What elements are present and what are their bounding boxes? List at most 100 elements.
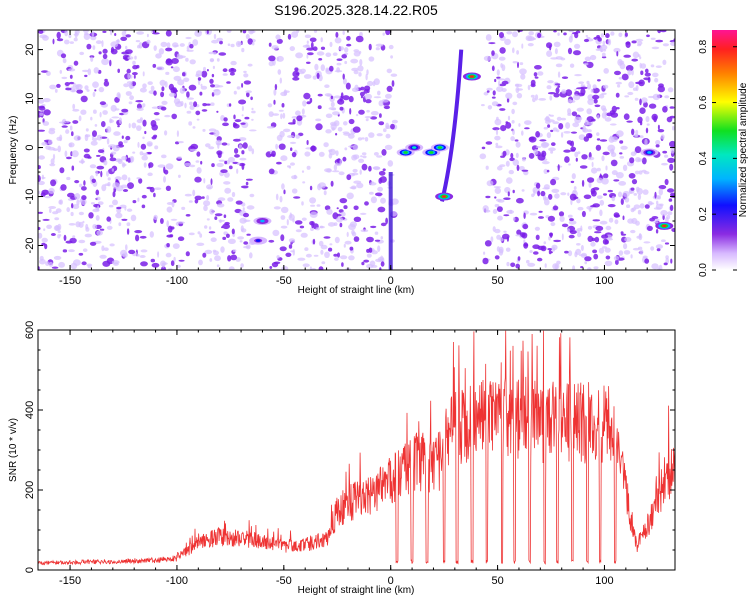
spectrogram-cell <box>53 255 62 260</box>
spectrogram-cell <box>202 128 206 132</box>
spectrogram-cell <box>218 52 227 56</box>
spectrogram-cell <box>121 162 126 168</box>
spectrogram-cell <box>92 91 96 97</box>
spectrogram-cell <box>275 193 279 201</box>
spectrogram-cell <box>189 43 194 49</box>
spectrogram-cell <box>302 100 307 107</box>
spectrogram-cell <box>374 231 379 235</box>
spectrogram-cell <box>379 113 382 118</box>
spectrogram-cell <box>499 108 506 111</box>
spectrogram-cell <box>74 193 81 200</box>
spectrogram-cell <box>635 38 644 42</box>
spectrogram-cell <box>494 228 501 234</box>
spectrogram-cell <box>646 123 650 126</box>
spectrogram-cell <box>336 67 340 73</box>
spectrogram-cell <box>390 123 395 130</box>
spectrogram-cell <box>664 95 670 99</box>
spectrogram-cell <box>348 255 355 261</box>
spectrogram-cell <box>603 173 609 179</box>
spectrogram-cell <box>583 38 590 43</box>
spectrogram-cell <box>245 181 249 186</box>
spectrogram-cell <box>592 94 600 100</box>
spectrogram-cell <box>84 134 89 142</box>
spectrogram-cell <box>388 44 394 50</box>
spectrogram-cell <box>624 95 630 98</box>
spectrogram-cell <box>601 177 609 185</box>
spectrogram-cell <box>656 200 659 205</box>
spectrogram-cell <box>669 115 675 119</box>
spectrogram-cell <box>96 196 101 201</box>
spectrogram-cell <box>587 267 592 270</box>
spectrogram-cell <box>336 207 339 210</box>
spectrogram-cell <box>188 84 197 91</box>
spectrogram-cell <box>639 249 644 255</box>
spectrogram-cell <box>638 79 645 87</box>
spectrogram-hotspot <box>260 219 265 223</box>
spectrogram-cell <box>85 128 89 132</box>
spectrogram-cell <box>141 155 148 161</box>
spectrogram-cell <box>569 63 575 68</box>
spectrogram-cell <box>86 89 90 92</box>
spectrogram-cell <box>310 227 314 232</box>
spectrogram-cell <box>315 123 323 131</box>
spectrogram-cell <box>590 88 594 93</box>
spectrogram-cell <box>312 75 317 80</box>
spectrogram-cell <box>382 32 385 36</box>
spectrogram-cell <box>630 254 633 259</box>
spectrogram-cell <box>46 224 52 229</box>
spectrogram-cell <box>223 214 227 218</box>
spectrogram-cell <box>343 243 346 248</box>
spectrogram-cell <box>150 258 155 263</box>
spectrogram-cell <box>309 211 318 218</box>
spectrogram-cell <box>112 191 116 198</box>
spectrogram-cell <box>152 32 160 35</box>
spectrogram-cell <box>237 236 245 240</box>
spectrogram-cell <box>654 218 660 222</box>
spectrogram-cell <box>73 135 82 141</box>
spectrogram-cell <box>505 247 511 252</box>
spectrogram-cell <box>326 168 332 173</box>
spectrogram-cell <box>211 73 215 78</box>
spectrogram-cell <box>155 53 162 59</box>
spectrogram-cell <box>664 154 669 158</box>
spectrogram-cell <box>54 88 58 93</box>
spectrogram-cell <box>158 48 165 55</box>
spectrogram-cell <box>80 95 88 103</box>
spectrogram-cell <box>641 157 647 165</box>
spectrogram-cell <box>228 103 232 107</box>
spectrogram-cell <box>605 255 611 260</box>
spectrogram-cell <box>146 33 149 38</box>
spectrogram-cell <box>376 155 383 158</box>
spectrogram-cell <box>346 43 352 47</box>
spectrogram-cell <box>494 78 497 83</box>
spectrogram-cell <box>98 86 105 93</box>
spectrogram-cell <box>644 138 648 146</box>
spectrogram-cell <box>200 83 203 87</box>
spectrogram-cell <box>342 131 350 134</box>
spectrogram-cell <box>276 55 284 62</box>
spectrogram-cell <box>661 162 668 166</box>
spectrogram-cell <box>310 145 317 152</box>
spectrogram-cell <box>667 87 674 93</box>
spectrogram-cell <box>131 122 137 129</box>
spectrogram-cell <box>189 164 196 168</box>
spectrogram-cell <box>377 90 381 96</box>
spectrogram-cell <box>506 261 510 267</box>
spectrogram-cell <box>176 221 185 224</box>
spectrogram-cell <box>86 263 93 267</box>
spectrogram-cell <box>659 203 664 207</box>
spectrogram-cell <box>236 162 241 165</box>
spectrogram-cell <box>547 119 555 123</box>
spectrogram-cell <box>614 219 619 225</box>
spectrogram-cell <box>111 116 120 119</box>
spectrogram-cell <box>65 240 73 244</box>
spectrogram-cell <box>275 143 278 150</box>
spectrogram-cell <box>281 183 285 190</box>
spectrogram-cell <box>648 103 657 109</box>
spectrogram-cell <box>539 139 547 142</box>
spectrogram-cell <box>149 186 155 193</box>
spectrogram-cell <box>567 192 570 196</box>
spectrogram-cell <box>561 233 564 241</box>
spectrogram-cell <box>177 79 185 86</box>
spectrogram-cell <box>49 208 52 213</box>
